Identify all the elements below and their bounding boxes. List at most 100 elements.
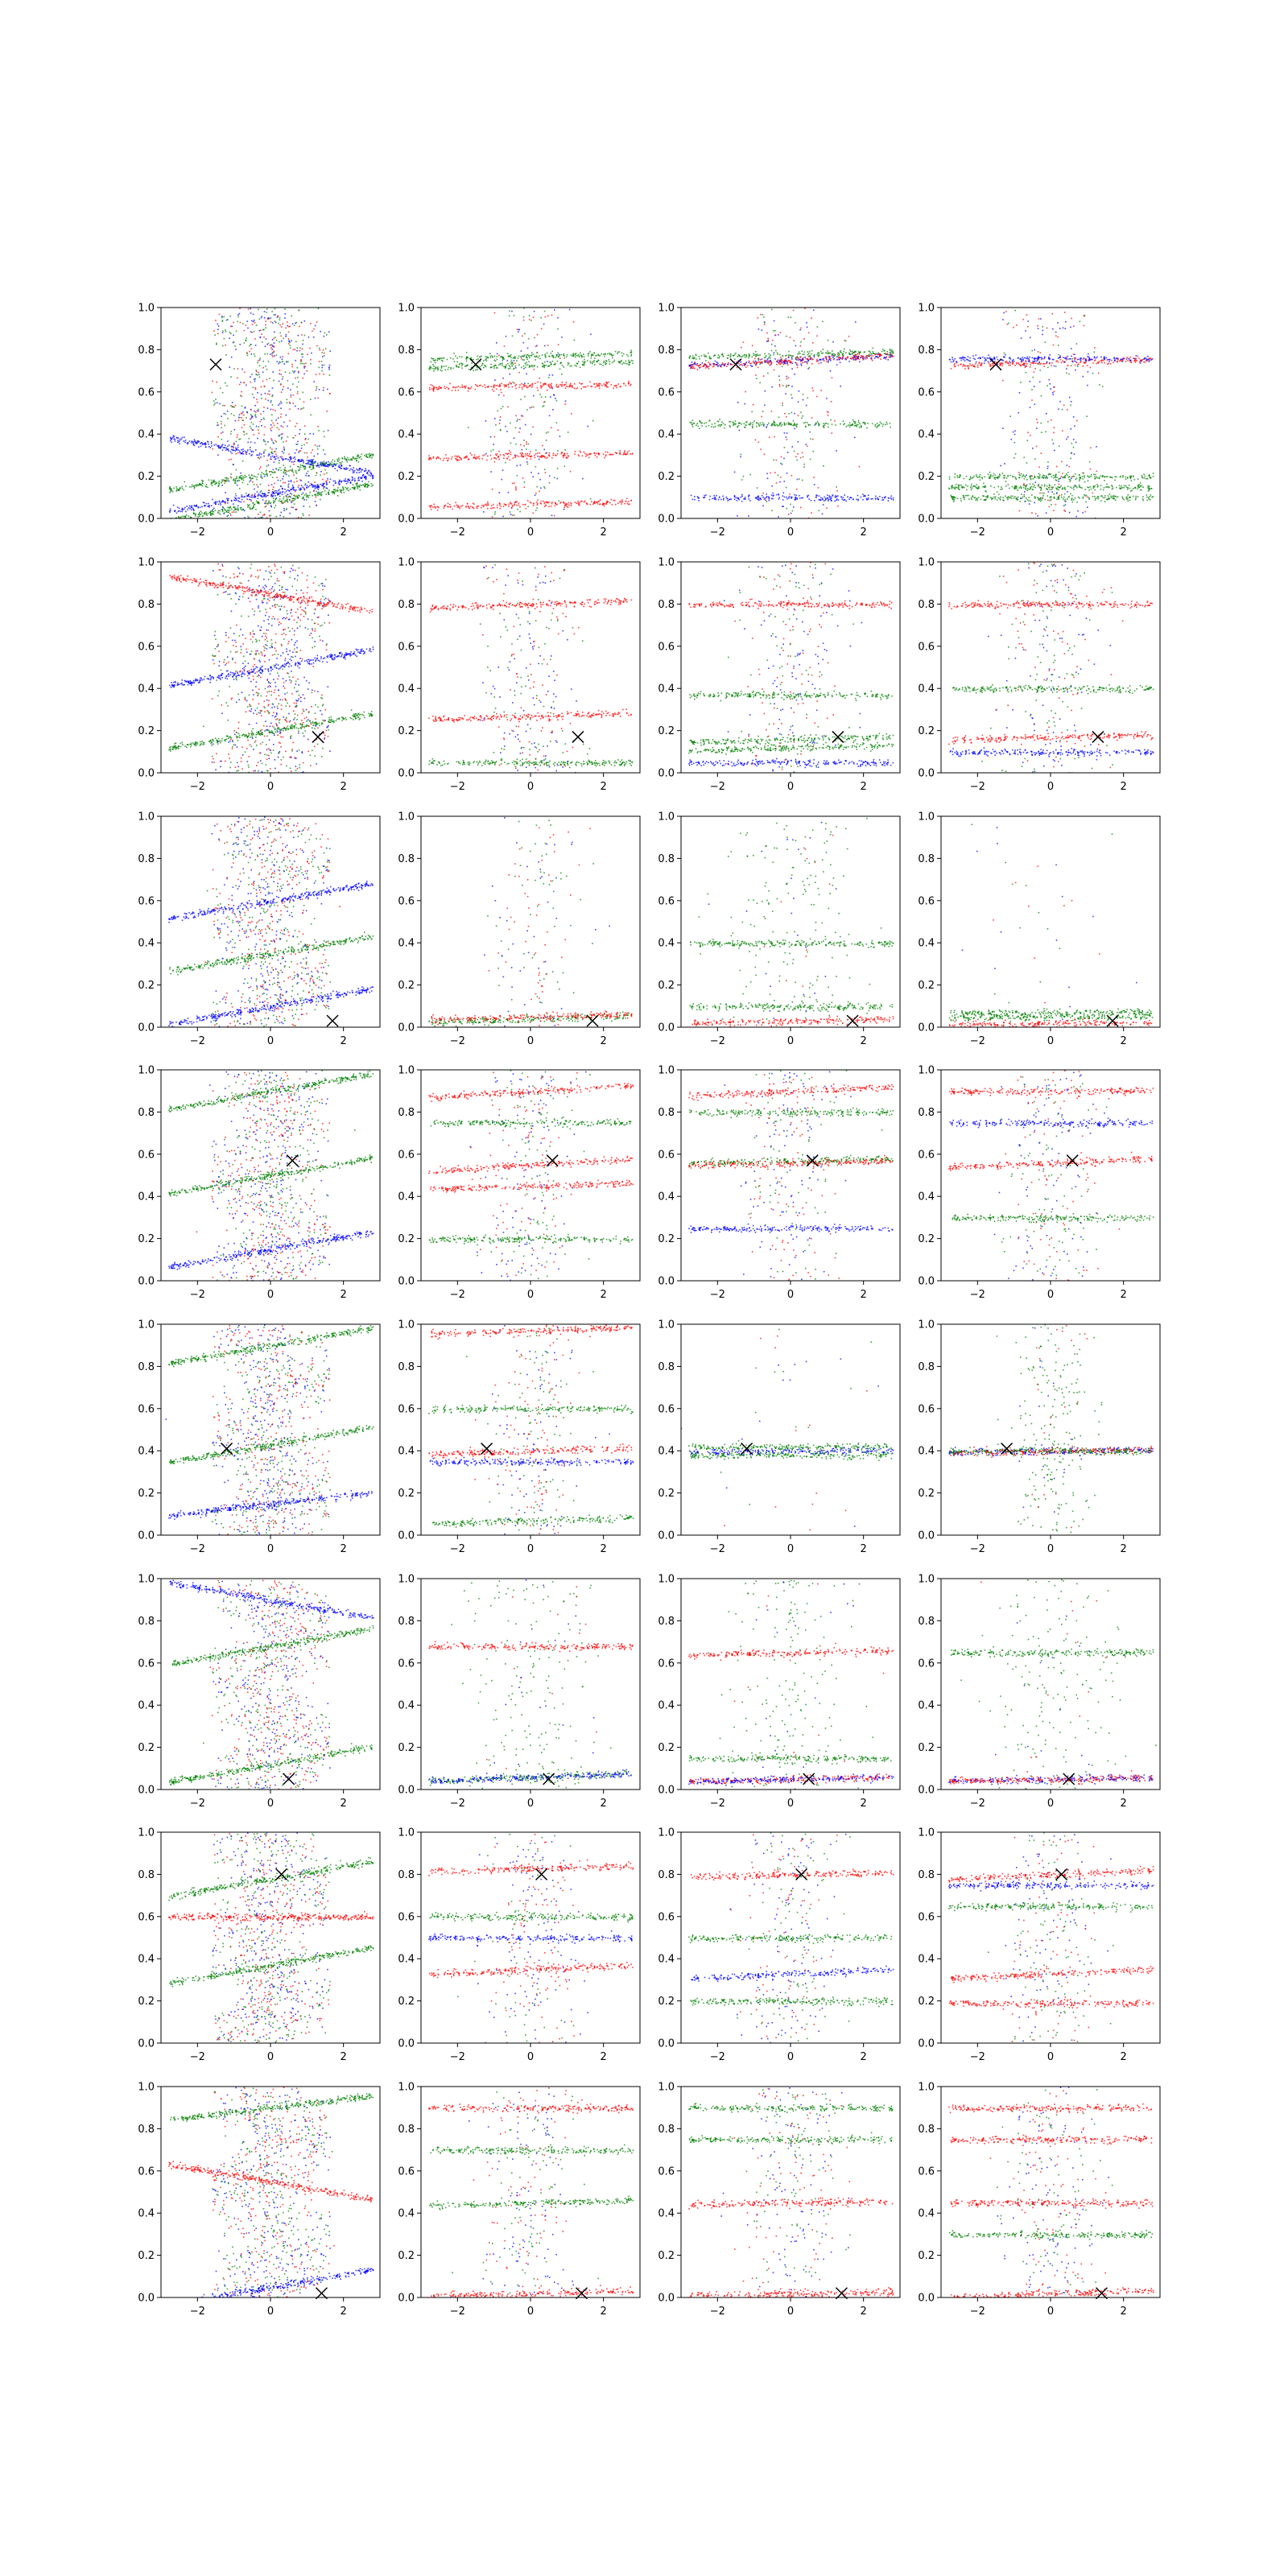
data-point [246,476,247,478]
data-point [791,510,794,512]
data-point [522,355,524,357]
data-point [760,498,762,501]
data-point [545,383,547,385]
data-point [589,381,591,383]
data-point [304,484,307,486]
data-point [217,482,220,484]
data-point [785,362,786,365]
data-point [470,386,473,388]
data-point [279,332,281,334]
data-point [759,422,762,424]
data-point [289,408,291,411]
data-point [756,497,758,498]
data-point [1062,430,1063,431]
data-point [247,449,249,451]
data-point [714,497,716,499]
data-point [569,470,572,473]
data-point [344,481,345,482]
data-point [295,425,296,427]
data-point [879,496,881,497]
data-point [229,513,231,514]
data-point [505,386,507,387]
data-point [828,358,830,361]
data-point [619,452,621,453]
data-point [273,424,275,427]
data-point [807,424,810,427]
y-tick-label: 0.8 [658,345,675,357]
data-point [242,452,243,454]
data-point [263,419,265,420]
data-point [770,361,772,363]
data-point [548,501,550,503]
data-point [260,516,262,518]
data-point [696,363,698,365]
data-point [801,360,803,361]
data-point [519,384,521,386]
data-point [1026,314,1028,316]
data-point [284,500,286,502]
data-point [239,477,242,479]
data-point [1072,446,1075,448]
data-point [597,359,600,361]
data-point [263,434,266,436]
data-point [252,429,254,431]
data-point [733,423,735,426]
data-point [773,352,775,353]
data-point [238,312,241,315]
data-point [791,357,793,358]
data-point [598,500,601,502]
data-point [312,462,314,464]
data-point [698,500,700,502]
data-point [240,412,242,414]
data-point [269,471,270,473]
data-point [526,461,528,463]
data-point [279,501,282,502]
data-point [791,496,793,498]
data-point [873,357,876,359]
data-point [621,355,623,357]
data-point [574,365,576,366]
data-point [476,456,478,458]
data-point [749,500,751,502]
data-point [708,356,711,357]
data-point [887,353,889,355]
data-point [769,364,771,366]
data-point [489,454,492,456]
data-point [179,440,181,442]
data-point [752,404,754,406]
data-point [845,358,847,361]
data-point [325,461,328,463]
data-point [521,383,522,385]
data-point [594,454,597,456]
data-point [593,352,595,354]
data-point [841,498,844,500]
data-point [251,477,253,480]
data-point [580,354,582,357]
data-point [802,353,803,356]
data-point [364,485,365,488]
data-point [194,485,196,486]
data-point [605,384,607,386]
data-point [786,354,787,357]
data-point [882,498,885,501]
data-point [238,488,241,489]
data-point [180,522,182,523]
data-point [287,343,290,345]
data-point [225,509,226,511]
data-point [212,498,213,501]
data-point [845,352,847,353]
data-point [555,399,558,402]
data-point [808,353,810,354]
data-point [321,485,323,486]
data-point [812,390,814,392]
data-point [372,454,374,456]
data-point [349,488,351,490]
data-point [296,481,298,482]
data-point [336,469,338,472]
data-point [766,355,767,357]
data-point [771,423,774,426]
data-point [816,421,819,423]
data-point [828,353,829,355]
data-point [493,436,496,438]
data-point [752,423,753,426]
